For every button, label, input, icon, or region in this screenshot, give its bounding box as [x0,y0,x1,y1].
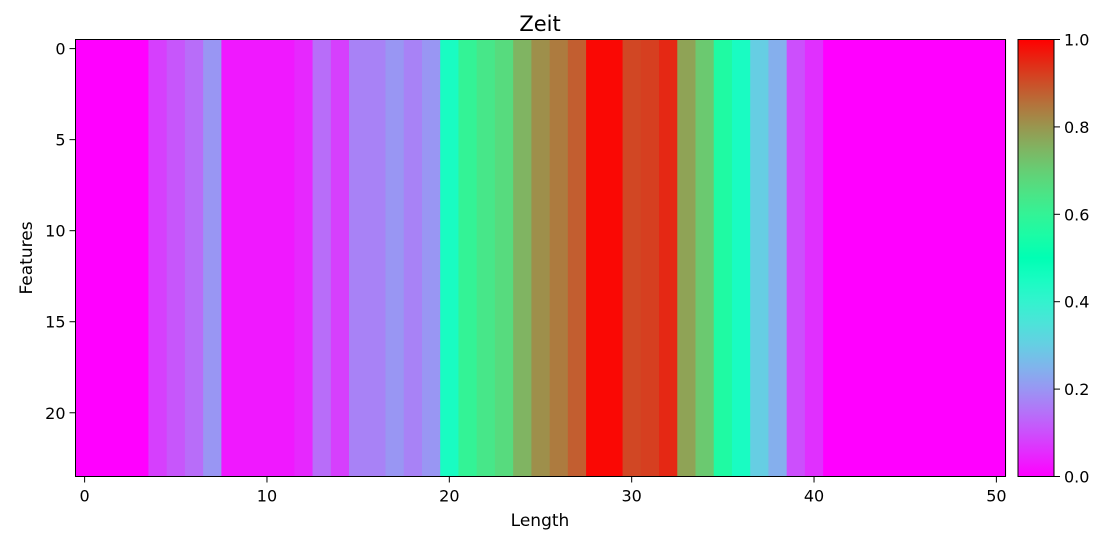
heatmap-column-33 [677,39,697,477]
y-axis-ticks: 0 5 10 15 20 [45,40,76,423]
heatmap-column-46 [914,39,934,477]
heatmap-column-40 [804,39,824,477]
colorbar [1017,39,1055,477]
heatmap-column-37 [750,39,770,477]
heatmap-column-12 [294,39,314,477]
colorbar-tick-label: 0.2 [1064,380,1089,399]
heatmap-column-16 [367,39,387,477]
y-tick-label: 15 [45,313,65,332]
heatmap-column-29 [604,39,624,477]
y-tick-label: 0 [55,40,65,59]
colorbar-ticks: 0.0 0.2 0.4 0.6 0.8 1.0 [1054,31,1089,487]
x-axis-label: Length [511,511,570,531]
heatmap-column-4 [148,39,168,477]
heatmap-column-8 [221,39,241,477]
heatmap-column-42 [841,39,861,477]
heatmap-column-10 [257,39,277,477]
heatmap-column-17 [385,39,405,477]
heatmap-column-18 [403,39,423,477]
heatmap-column-41 [823,39,842,477]
heatmap-column-6 [184,39,204,477]
heatmap-column-31 [640,39,660,477]
x-tick-label: 40 [804,487,824,506]
heatmap-column-0 [75,39,95,477]
y-tick-label: 20 [45,404,65,423]
heatmap-column-25 [531,39,551,477]
heatmap-column-14 [330,39,350,477]
heatmap-column-3 [130,39,150,477]
heatmap-column-5 [166,39,186,477]
heatmap-column-7 [203,39,222,477]
y-axis-label: Features [17,221,37,294]
heatmap-column-28 [586,39,605,477]
heatmap-column-44 [877,39,897,477]
x-tick-label: 30 [621,487,641,506]
heatmap-column-22 [476,39,496,477]
x-tick-label: 50 [986,487,1006,506]
heatmap-column-20 [440,39,460,477]
heatmap-column-48 [950,39,970,477]
heatmap-column-30 [622,39,642,477]
colorbar-tick-label: 0.8 [1064,118,1089,137]
heatmap-column-32 [659,39,678,477]
heatmap-column-39 [786,39,806,477]
heatmap-column-2 [111,39,131,477]
heatmap-column-26 [549,39,569,477]
heatmap-column-27 [567,39,587,477]
x-tick-label: 10 [257,487,277,506]
heatmap-column-11 [276,39,295,477]
colorbar-tick-label: 1.0 [1064,31,1089,50]
heatmap-column-43 [859,39,879,477]
heatmap-cells [75,39,1007,477]
heatmap-column-9 [239,39,259,477]
y-tick-label: 10 [45,222,65,241]
heatmap-column-21 [458,39,478,477]
heatmap-column-45 [896,39,915,477]
y-tick-label: 5 [55,131,65,150]
heatmap-column-35 [713,39,733,477]
x-tick-label: 0 [80,487,90,506]
heatmap-column-1 [93,39,113,477]
chart-title: Zeit [519,12,560,36]
heatmap-column-19 [421,39,441,477]
colorbar-tick-label: 0.4 [1064,293,1089,312]
plot-frame [75,39,1006,477]
heatmap-column-13 [312,39,332,477]
heatmap-column-23 [494,39,514,477]
colorbar-tick-label: 0.6 [1064,205,1089,224]
heatmap-column-24 [513,39,532,477]
heatmap-column-36 [731,39,751,477]
heatmap-column-34 [695,39,715,477]
x-tick-label: 20 [439,487,459,506]
heatmap-column-50 [987,39,1007,477]
heatmap-column-47 [932,39,952,477]
x-axis-ticks: 0 10 20 30 40 50 [80,476,1007,506]
colorbar-tick-label: 0.0 [1064,468,1089,487]
heatmap-column-38 [768,39,788,477]
heatmap-column-49 [969,39,988,477]
heatmap-column-15 [349,39,368,477]
